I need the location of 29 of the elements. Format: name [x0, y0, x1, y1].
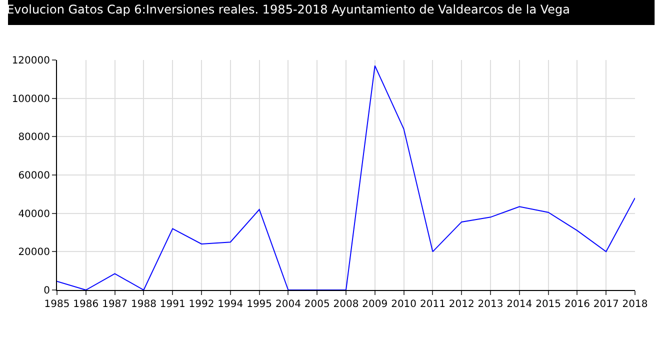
x-tick-label: 2009	[362, 299, 388, 310]
x-tick-label: 2013	[478, 299, 504, 310]
x-tick-label: 2012	[448, 299, 474, 310]
x-tick-label: 2015	[536, 299, 562, 310]
x-tick-label: 2008	[333, 299, 359, 310]
y-tick-label: 120000	[12, 56, 50, 66]
x-tick-label: 2018	[622, 299, 648, 310]
x-tick-label: 2010	[391, 299, 417, 310]
y-tick-label: 0	[44, 286, 50, 296]
x-tick-label: 2017	[593, 299, 619, 310]
x-tick-label: 1994	[218, 299, 244, 310]
y-tick-label: 60000	[18, 170, 50, 182]
y-tick-label: 100000	[12, 94, 50, 105]
x-tick-label: 2011	[420, 299, 446, 310]
x-tick-label: 1992	[188, 299, 214, 310]
x-tick-label: 2005	[304, 299, 330, 310]
y-tick-label: 40000	[18, 208, 50, 220]
x-tick-label: 2004	[275, 299, 301, 310]
chart-title: Evolucion Gatos Cap 6:Inversiones reales. 1985-2018 Ayuntamiento de Valdearcos de la Vega	[6, 2, 570, 17]
x-tick-label: 1991	[160, 299, 186, 310]
x-tick-label: 1985	[44, 299, 70, 310]
x-tick-label: 1995	[246, 299, 272, 310]
x-tick-label: 2016	[564, 299, 590, 310]
x-tick-label: 1986	[73, 299, 99, 310]
x-tick-label: 1988	[130, 299, 156, 310]
y-tick-label: 20000	[18, 247, 50, 258]
y-tick-label: 80000	[18, 132, 50, 144]
x-tick-label: 1987	[102, 299, 128, 310]
x-tick-label: 2014	[506, 299, 532, 310]
